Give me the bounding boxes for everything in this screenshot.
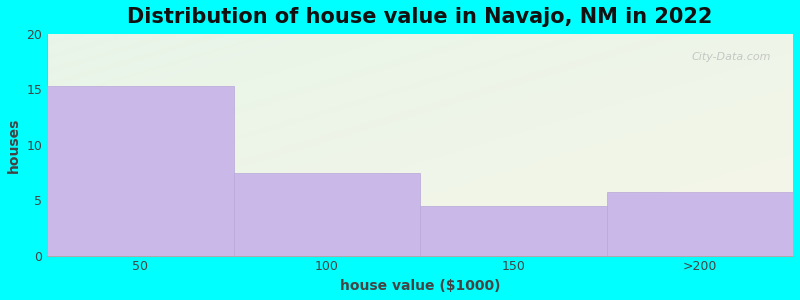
Bar	[606, 193, 793, 256]
Bar	[234, 172, 420, 256]
X-axis label: house value ($1000): house value ($1000)	[340, 279, 500, 293]
Text: City-Data.com: City-Data.com	[691, 52, 770, 62]
Bar	[47, 86, 234, 256]
Title: Distribution of house value in Navajo, NM in 2022: Distribution of house value in Navajo, N…	[127, 7, 713, 27]
Bar	[420, 206, 606, 256]
Y-axis label: houses: houses	[7, 117, 21, 172]
